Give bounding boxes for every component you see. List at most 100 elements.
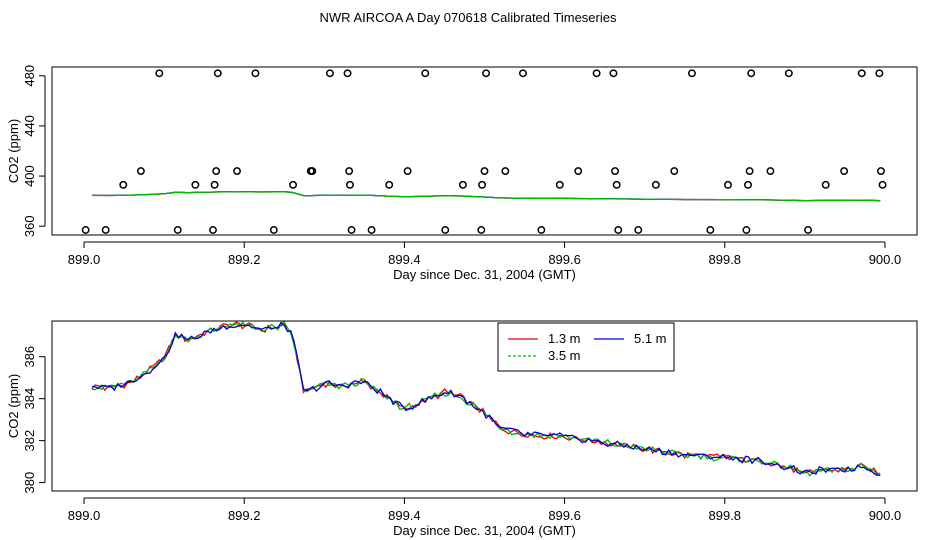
top-panel-plot-frame bbox=[51, 66, 918, 236]
bottom-panel-y-axis: 380 382 384 386 bbox=[22, 346, 46, 494]
scatter-point bbox=[441, 226, 450, 234]
scatter-point bbox=[477, 226, 486, 234]
bottom-panel-x-axis: 899.0 899.2 899.4 899.6 899.8 900.0 bbox=[68, 497, 902, 523]
p1-x-tick-label: 899.0 bbox=[68, 252, 101, 267]
scatter-point bbox=[592, 69, 601, 78]
scatter-point bbox=[209, 226, 217, 234]
scatter-point bbox=[614, 226, 623, 234]
bottom-panel-y-axis-label: CO2 (ppm) bbox=[6, 374, 21, 438]
scatter-point bbox=[784, 69, 793, 78]
scatter-point bbox=[744, 180, 752, 189]
scatter-point bbox=[289, 180, 298, 189]
scatter-point bbox=[482, 69, 491, 78]
series-line-1-3-m bbox=[91, 321, 881, 477]
scatter-point bbox=[81, 226, 90, 234]
p1-y-tick-label: 480 bbox=[22, 65, 37, 87]
scatter-point bbox=[745, 167, 754, 176]
top-panel-scatter-points bbox=[81, 69, 887, 234]
scatter-point bbox=[877, 167, 885, 176]
scatter-point bbox=[251, 69, 260, 78]
scatter-point bbox=[609, 69, 618, 78]
scatter-point bbox=[724, 180, 732, 189]
scatter-point bbox=[345, 167, 354, 176]
scatter-point bbox=[458, 180, 467, 189]
legend-label: 3.5 m bbox=[548, 348, 581, 363]
scatter-point bbox=[875, 69, 884, 78]
scatter-point bbox=[634, 226, 643, 234]
scatter-point bbox=[213, 69, 222, 78]
scatter-point bbox=[537, 226, 546, 234]
bottom-panel: 899.0 899.2 899.4 899.6 899.8 900.0 380 382 384… bbox=[6, 320, 918, 538]
p2-y-tick-label: 386 bbox=[22, 346, 37, 368]
scatter-point bbox=[611, 167, 620, 176]
p2-y-tick-label: 380 bbox=[22, 472, 37, 494]
legend: 1.3 m 5.1 m 3.5 m bbox=[497, 322, 675, 372]
chart-title: NWR AIRCOA A Day 070618 Calibrated Times… bbox=[320, 10, 617, 25]
scatter-point bbox=[119, 180, 128, 189]
scatter-point bbox=[501, 167, 510, 176]
scatter-point bbox=[555, 180, 564, 189]
series-line-3-5-m bbox=[91, 320, 881, 477]
p1-y-tick-label: 440 bbox=[22, 115, 37, 137]
top-panel-y-axis-label: CO2 (ppm) bbox=[6, 119, 21, 183]
p2-x-tick-label: 899.6 bbox=[548, 508, 581, 523]
scatter-point bbox=[612, 180, 621, 189]
scatter-point bbox=[840, 167, 849, 176]
legend-box bbox=[497, 322, 675, 372]
scatter-point bbox=[173, 226, 182, 234]
p2-x-tick-label: 899.2 bbox=[228, 508, 261, 523]
scatter-point bbox=[687, 69, 696, 78]
p2-x-tick-label: 899.8 bbox=[709, 508, 742, 523]
scatter-point bbox=[403, 167, 412, 176]
p2-y-tick-label: 384 bbox=[22, 388, 37, 410]
scatter-point bbox=[804, 226, 813, 234]
scatter-point bbox=[857, 69, 866, 78]
scatter-point bbox=[191, 180, 200, 189]
scatter-point bbox=[574, 167, 583, 176]
top-panel: 899.0 899.2 899.4 899.6 899.8 900.0 360 400 440… bbox=[6, 65, 918, 282]
scatter-point bbox=[651, 180, 660, 189]
scatter-point bbox=[480, 167, 489, 176]
scatter-point bbox=[136, 167, 145, 176]
p1-x-tick-label: 899.6 bbox=[548, 252, 581, 267]
scatter-point bbox=[878, 180, 887, 189]
scatter-point bbox=[367, 226, 376, 234]
p1-x-tick-label: 899.4 bbox=[388, 252, 421, 267]
scatter-point bbox=[670, 167, 679, 176]
bottom-panel-series-lines bbox=[91, 320, 881, 477]
p1-x-tick-label: 899.2 bbox=[228, 252, 261, 267]
top-panel-x-axis: 899.0 899.2 899.4 899.6 899.8 900.0 bbox=[68, 241, 902, 267]
scatter-point bbox=[421, 69, 430, 78]
scatter-point bbox=[518, 69, 527, 78]
scatter-point bbox=[347, 226, 356, 234]
series-line-5-1-m bbox=[91, 321, 881, 476]
scatter-point bbox=[308, 167, 317, 176]
scatter-point bbox=[269, 226, 278, 234]
top-panel-series-lines bbox=[91, 191, 881, 202]
top-panel-x-axis-label: Day since Dec. 31, 2004 (GMT) bbox=[393, 267, 576, 282]
scatter-point bbox=[212, 167, 221, 176]
scatter-point bbox=[385, 180, 394, 189]
scatter-point bbox=[766, 167, 775, 176]
legend-label: 1.3 m bbox=[548, 331, 581, 346]
p2-x-tick-label: 899.4 bbox=[388, 508, 421, 523]
p1-y-tick-label: 400 bbox=[22, 165, 37, 187]
p2-x-tick-label: 899.0 bbox=[68, 508, 101, 523]
top-panel-y-axis: 360 400 440 480 bbox=[22, 65, 46, 237]
bottom-panel-plot-frame bbox=[51, 320, 918, 492]
top-series-line-3-5-m bbox=[92, 191, 881, 202]
scatter-point bbox=[821, 180, 830, 189]
scatter-point bbox=[210, 180, 219, 189]
bottom-panel-x-axis-label: Day since Dec. 31, 2004 (GMT) bbox=[393, 523, 576, 538]
p1-x-tick-label: 900.0 bbox=[869, 252, 902, 267]
scatter-point bbox=[747, 69, 756, 78]
p1-y-tick-label: 360 bbox=[22, 215, 37, 237]
scatter-point bbox=[155, 69, 164, 78]
scatter-point bbox=[742, 226, 751, 234]
scatter-point bbox=[325, 69, 334, 78]
scatter-point bbox=[343, 69, 352, 78]
p1-x-tick-label: 899.8 bbox=[709, 252, 742, 267]
scatter-point bbox=[345, 180, 354, 189]
p2-x-tick-label: 900.0 bbox=[869, 508, 902, 523]
